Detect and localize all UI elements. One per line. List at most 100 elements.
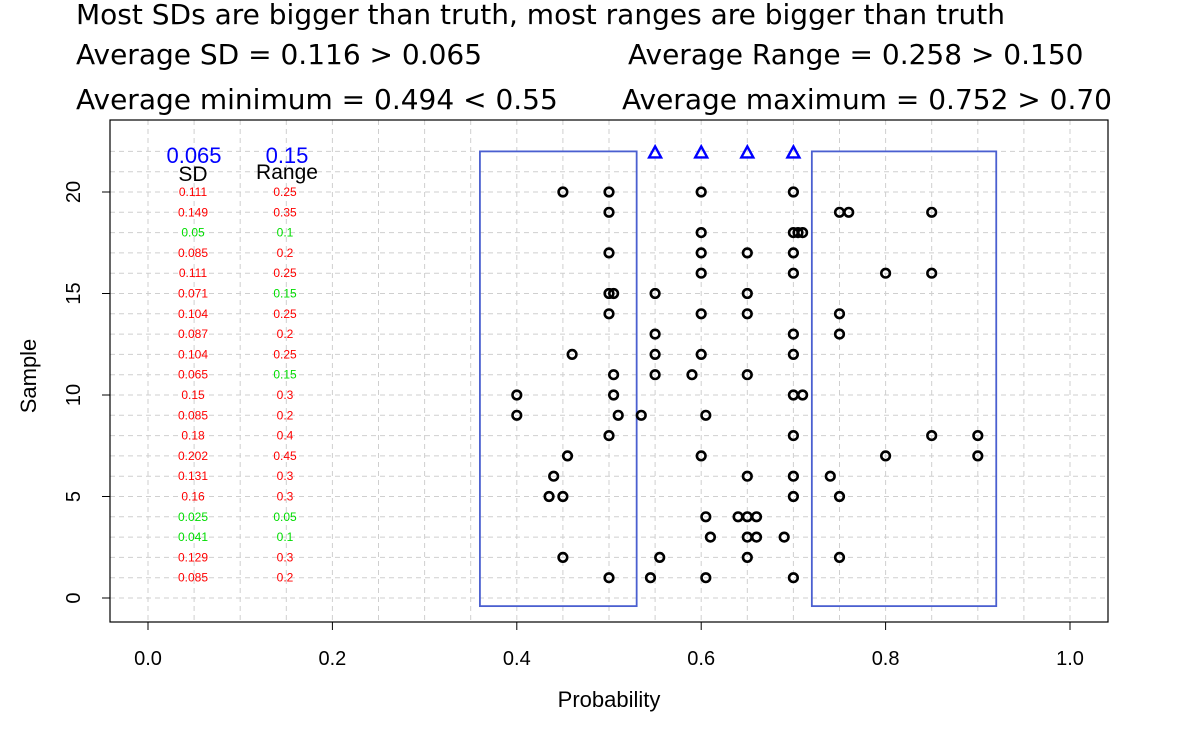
data-point: [741, 470, 753, 482]
sd-truth-label: 0.065: [166, 143, 221, 168]
truth-markers: [647, 143, 802, 159]
data-point: [603, 430, 615, 442]
sd-value: 0.111: [179, 266, 208, 280]
data-point: [926, 430, 938, 442]
data-point: [750, 511, 763, 523]
data-point: [792, 227, 804, 239]
range-value: 0.15: [273, 368, 297, 382]
data-point: [700, 409, 712, 421]
data-point: [557, 186, 569, 198]
range-value: 0.25: [273, 307, 297, 321]
data-point: [649, 369, 661, 381]
headline-average-range: Average Range = 0.258 > 0.150: [628, 38, 1084, 71]
data-point: [787, 572, 800, 584]
range-value: 0.3: [277, 469, 294, 483]
range-value: 0.25: [273, 347, 297, 361]
data-point: [695, 348, 707, 361]
sd-value: 0.15: [181, 388, 205, 402]
data-point: [603, 206, 615, 218]
x-axis-label: Probability: [558, 687, 661, 712]
range-value: 0.3: [277, 550, 294, 564]
data-point: [787, 470, 800, 482]
sd-value: 0.085: [178, 571, 208, 585]
data-point: [608, 389, 620, 401]
range-value: 0.1: [277, 226, 294, 240]
sd-value: 0.131: [178, 469, 208, 483]
data-point: [797, 227, 809, 239]
data-point: [635, 409, 647, 421]
reference-box: [479, 150, 638, 608]
data-point: [787, 186, 800, 198]
sd-value: 0.111: [179, 185, 208, 199]
data-point: [700, 511, 712, 523]
data-point: [649, 328, 661, 340]
sd-value: 0.129: [178, 550, 208, 564]
sd-value: 0.104: [178, 347, 208, 361]
data-point: [603, 287, 615, 300]
range-value: 0.2: [277, 246, 294, 260]
sd-value: 0.104: [178, 307, 208, 321]
data-point: [700, 572, 712, 584]
y-tick-label: 15: [63, 282, 85, 304]
headline-average-maximum: Average maximum = 0.752 > 0.70: [622, 83, 1112, 116]
data-point: [741, 308, 753, 320]
data-point: [879, 450, 892, 462]
truth-marker: [693, 143, 710, 159]
data-point: [695, 247, 707, 259]
data-point: [654, 551, 666, 564]
y-tick-label: 0: [63, 592, 85, 603]
data-point: [972, 450, 984, 462]
sd-value: 0.149: [178, 205, 208, 219]
range-truth-label: 0.15: [266, 143, 309, 168]
data-point: [879, 267, 892, 279]
data-point: [511, 409, 523, 421]
x-tick-label: 0.2: [318, 648, 346, 670]
y-tick-label: 5: [63, 491, 85, 502]
data-point: [787, 247, 800, 259]
headline-average-minimum: Average minimum = 0.494 < 0.55: [76, 83, 558, 116]
y-tick-label: 20: [63, 181, 85, 203]
data-point: [603, 572, 615, 584]
data-point: [695, 267, 707, 279]
sd-value: 0.085: [178, 246, 208, 260]
data-point: [704, 531, 717, 543]
axes: 0.0 0.2 0.4 0.6 0.8 1.0 0 5 10 15 20: [63, 181, 1084, 670]
range-value: 0.15: [273, 287, 297, 301]
x-tick-label: 0.0: [134, 648, 162, 670]
sd-value: 0.065: [178, 368, 208, 382]
truth-marker: [647, 143, 664, 159]
grid-lines: [110, 120, 1108, 622]
x-tick-label: 0.8: [872, 648, 900, 670]
data-point: [695, 186, 707, 198]
data-point: [833, 490, 846, 503]
data-points: [511, 186, 984, 584]
range-value: 0.25: [273, 266, 297, 280]
range-value: 0.1: [277, 530, 294, 544]
data-point: [833, 328, 846, 340]
range-value: 0.2: [277, 327, 294, 341]
data-point: [787, 267, 800, 279]
data-point: [741, 287, 753, 300]
reference-box: [810, 150, 998, 608]
sd-column-header: SD: [178, 163, 207, 186]
data-point: [608, 369, 620, 381]
data-point: [926, 206, 938, 218]
data-point: [543, 490, 555, 503]
data-point: [686, 369, 698, 381]
sd-range-table: 0.065 0.15 SD Range 0.111 0.25 0.149 0.35 0.…: [166, 143, 317, 585]
sd-value: 0.05: [181, 226, 205, 240]
range-value: 0.2: [277, 571, 294, 585]
data-point: [644, 572, 657, 584]
data-point: [695, 308, 707, 320]
data-point: [695, 450, 707, 462]
data-point: [833, 551, 846, 564]
range-value: 0.05: [273, 510, 297, 524]
data-point: [561, 450, 574, 462]
sd-value: 0.202: [178, 449, 208, 463]
sd-value: 0.085: [178, 408, 208, 422]
data-point: [972, 430, 984, 442]
data-point: [612, 409, 624, 421]
data-point: [787, 490, 800, 503]
y-tick-label: 10: [63, 384, 85, 406]
